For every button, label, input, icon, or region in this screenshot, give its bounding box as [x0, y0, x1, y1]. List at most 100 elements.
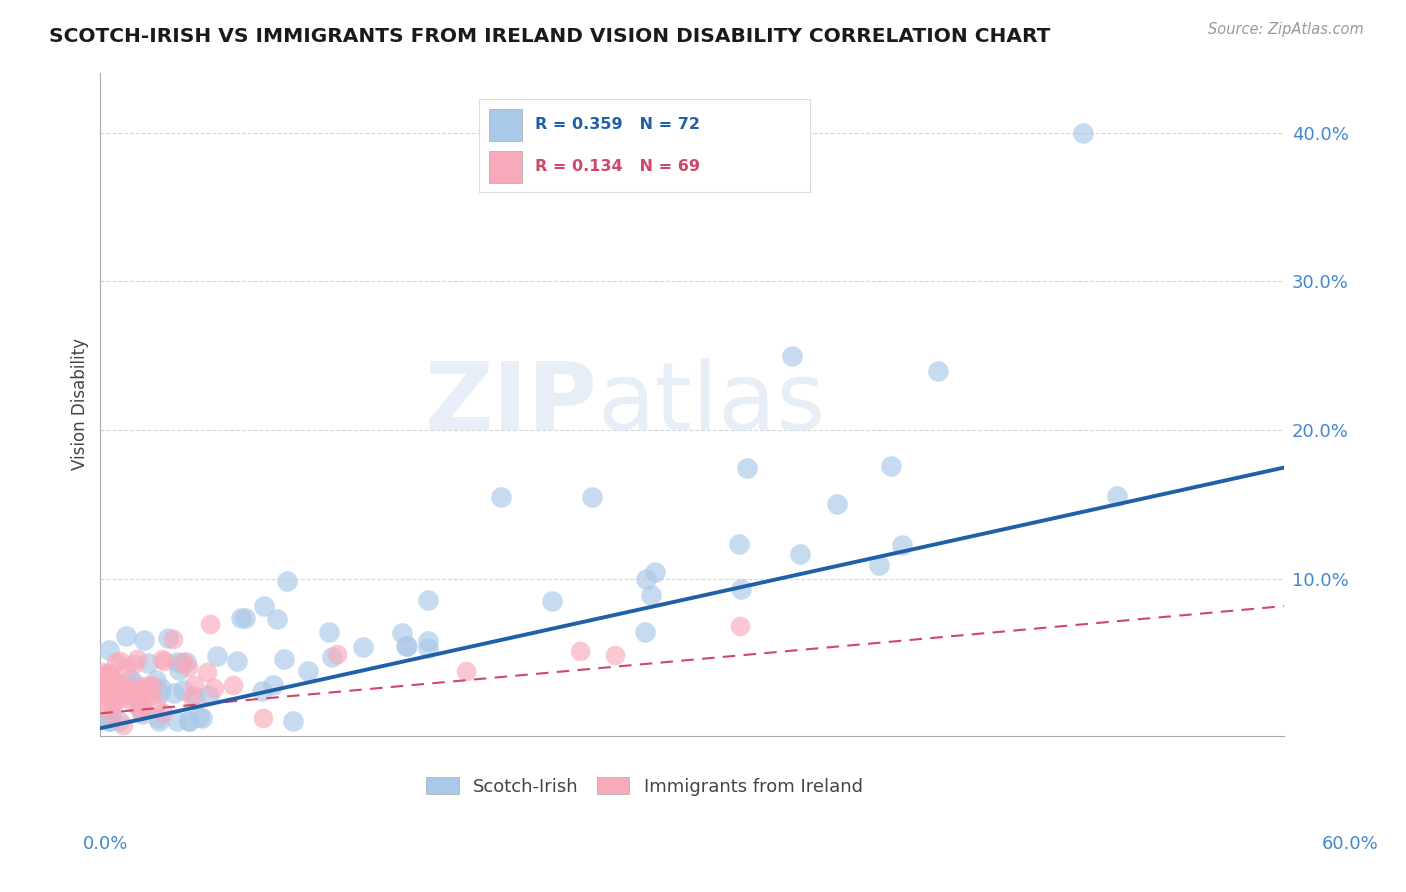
Y-axis label: Vision Disability: Vision Disability: [72, 338, 89, 470]
Text: Source: ZipAtlas.com: Source: ZipAtlas.com: [1208, 22, 1364, 37]
Point: [98, 714, 121, 728]
Point: [195, 665, 218, 680]
Point: [262, 678, 284, 692]
Point: [318, 624, 340, 639]
Point: [868, 558, 890, 573]
Point: [148, 714, 170, 728]
Point: [94, 684, 117, 698]
Point: [135, 679, 157, 693]
Legend: Scotch-Irish, Immigrants from Ireland: Scotch-Irish, Immigrants from Ireland: [419, 770, 870, 803]
Point: [145, 673, 167, 687]
Point: [395, 639, 418, 653]
Text: atlas: atlas: [598, 359, 825, 450]
Point: [108, 654, 131, 668]
Point: [91, 669, 114, 683]
Point: [176, 655, 198, 669]
Point: [233, 611, 256, 625]
Point: [100, 673, 122, 687]
Point: [128, 681, 150, 695]
Point: [98, 714, 121, 728]
Point: [100, 671, 122, 685]
Point: [735, 460, 758, 475]
Point: [789, 547, 811, 561]
Point: [321, 649, 343, 664]
Text: 60.0%: 60.0%: [1322, 835, 1378, 853]
Point: [172, 683, 194, 698]
Point: [120, 680, 142, 694]
Point: [101, 707, 124, 722]
Point: [416, 640, 439, 655]
Point: [131, 707, 153, 722]
Point: [129, 705, 152, 719]
Point: [252, 711, 274, 725]
Point: [283, 714, 305, 728]
Point: [266, 611, 288, 625]
Point: [114, 661, 136, 675]
Point: [231, 611, 253, 625]
Point: [101, 698, 124, 712]
Point: [91, 665, 114, 679]
Text: ZIP: ZIP: [425, 359, 598, 450]
Point: [107, 714, 129, 728]
Point: [150, 681, 173, 696]
Point: [122, 657, 145, 672]
Point: [107, 675, 129, 690]
Point: [184, 689, 207, 703]
Point: [107, 679, 129, 693]
Point: [166, 714, 188, 728]
Point: [253, 599, 276, 614]
Point: [780, 349, 803, 363]
Point: [122, 696, 145, 710]
Point: [128, 690, 150, 704]
Point: [111, 691, 134, 706]
Point: [139, 688, 162, 702]
Point: [273, 651, 295, 665]
Point: [118, 672, 141, 686]
Point: [145, 697, 167, 711]
Point: [131, 701, 153, 715]
Point: [177, 714, 200, 728]
Point: [825, 497, 848, 511]
Point: [93, 672, 115, 686]
Point: [207, 648, 229, 663]
Point: [97, 676, 120, 690]
Point: [636, 572, 658, 586]
Point: [541, 594, 564, 608]
Point: [276, 574, 298, 588]
Text: 0.0%: 0.0%: [83, 835, 128, 853]
Point: [103, 676, 125, 690]
Point: [111, 688, 134, 702]
Point: [93, 694, 115, 708]
Point: [105, 655, 128, 669]
Point: [122, 676, 145, 690]
Point: [730, 619, 752, 633]
Point: [221, 678, 243, 692]
Point: [225, 654, 247, 668]
Point: [125, 693, 148, 707]
Point: [167, 664, 190, 678]
Point: [93, 668, 115, 682]
Point: [162, 632, 184, 646]
Point: [202, 681, 225, 695]
Point: [132, 633, 155, 648]
Point: [297, 664, 319, 678]
Point: [111, 718, 134, 732]
Point: [172, 655, 194, 669]
Point: [98, 643, 121, 657]
Point: [138, 656, 160, 670]
Point: [456, 664, 478, 678]
Point: [110, 686, 132, 700]
Point: [183, 678, 205, 692]
Point: [97, 681, 120, 696]
Point: [326, 647, 349, 661]
Point: [640, 588, 662, 602]
Point: [891, 538, 914, 552]
Point: [1073, 126, 1095, 140]
Point: [927, 364, 949, 378]
Point: [352, 640, 374, 654]
Point: [157, 631, 180, 645]
Point: [177, 660, 200, 674]
Point: [150, 652, 173, 666]
Point: [603, 648, 626, 662]
Point: [163, 686, 186, 700]
